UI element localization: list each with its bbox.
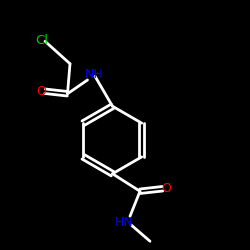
Text: HN: HN [114,216,133,229]
Text: NH: NH [84,68,103,82]
Text: O: O [36,85,46,98]
Text: Cl: Cl [35,34,48,46]
Text: O: O [161,182,171,195]
